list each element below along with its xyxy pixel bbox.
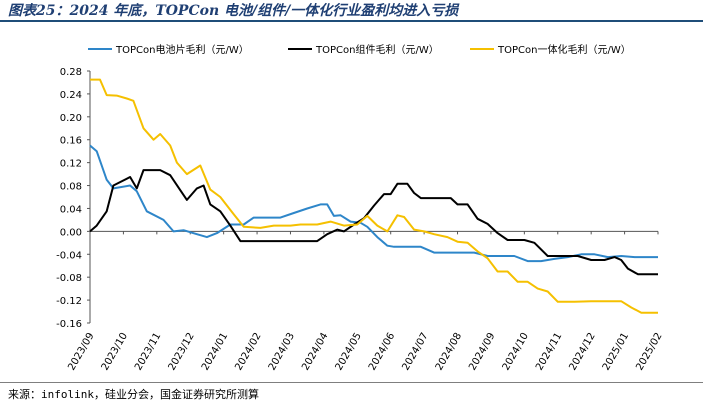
x-tick-label: 2024/02 [233, 331, 263, 372]
x-tick-label: 2024/12 [567, 331, 597, 372]
y-tick-label: 0.00 [60, 227, 82, 238]
x-tick-label: 2024/06 [367, 331, 397, 372]
series-layer [89, 78, 658, 314]
y-axis: 0.28 0.24 0.20 0.16 0.12 0.08 0.04 0.00 -0.04 -0.… [56, 67, 91, 330]
page-title: 图表25：2024 年底，TOPCon 电池/组件/一体化行业盈利均进入亏损 [8, 3, 459, 19]
legend: TOPCon电池片毛利（元/W） TOPCon组件毛利（元/W） TOPCon一体化… [88, 43, 631, 56]
y-tick-label: -0.08 [56, 273, 82, 284]
x-tick-label: 2024/11 [534, 331, 564, 372]
x-tick-label: 2025/01 [601, 331, 631, 372]
x-tick-label: 2024/01 [200, 331, 230, 372]
legend-label-2: TOPCon组件毛利（元/W） [315, 43, 439, 56]
footer-rule [0, 382, 703, 383]
series-line-3 [90, 78, 658, 314]
line-chart: TOPCon电池片毛利（元/W） TOPCon组件毛利（元/W） TOPCon一体化… [56, 43, 664, 372]
x-tick-label: 2024/10 [501, 331, 531, 372]
x-tick-label: 2025/02 [634, 331, 664, 372]
y-tick-label: 0.04 [60, 204, 82, 215]
x-tick-label: 2024/08 [434, 331, 464, 372]
y-tick-label: -0.12 [56, 296, 82, 307]
x-tick-label: 2024/09 [467, 331, 497, 372]
x-tick-label: 2024/04 [300, 331, 330, 372]
x-tick-label: 2024/07 [400, 331, 430, 372]
legend-label-3: TOPCon一体化毛利（元/W） [497, 43, 631, 56]
y-tick-label: 0.16 [60, 136, 82, 147]
title-rule [0, 20, 703, 22]
x-tick-label: 2024/03 [267, 331, 297, 372]
legend-label-1: TOPCon电池片毛利（元/W） [115, 43, 249, 56]
source-note: 来源：infolink，硅业分会，国金证券研究所测算 [8, 388, 259, 401]
y-tick-label: 0.12 [60, 159, 82, 170]
x-tick-label: 2024/05 [334, 331, 364, 372]
y-tick-label: -0.04 [56, 250, 82, 261]
series-line-1 [89, 144, 658, 263]
series-line-2 [89, 169, 658, 276]
x-tick-label: 2023/09 [66, 331, 96, 372]
y-tick-label: -0.16 [56, 319, 82, 330]
x-tick-label: 2023/12 [167, 331, 197, 372]
x-tick-label: 2023/11 [133, 331, 163, 372]
y-tick-label: 0.24 [60, 90, 82, 101]
y-tick-label: 0.20 [60, 113, 82, 124]
y-tick-label: 0.28 [60, 67, 82, 78]
x-tick-label: 2023/10 [100, 331, 130, 372]
y-tick-label: 0.08 [60, 182, 82, 193]
